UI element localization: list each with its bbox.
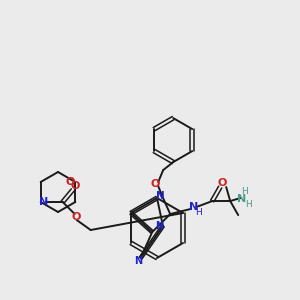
Text: N: N xyxy=(189,202,198,212)
Text: O: O xyxy=(218,178,227,188)
Text: N: N xyxy=(39,197,48,207)
Text: H: H xyxy=(245,200,252,208)
Text: O: O xyxy=(151,179,160,189)
Text: H: H xyxy=(241,187,247,196)
Text: O: O xyxy=(71,181,80,191)
Text: O: O xyxy=(72,212,81,222)
Text: N: N xyxy=(134,256,143,266)
Text: O: O xyxy=(66,177,75,187)
Text: N: N xyxy=(156,191,164,201)
Text: H: H xyxy=(195,208,202,217)
Text: N: N xyxy=(155,221,163,231)
Text: N: N xyxy=(237,194,246,204)
